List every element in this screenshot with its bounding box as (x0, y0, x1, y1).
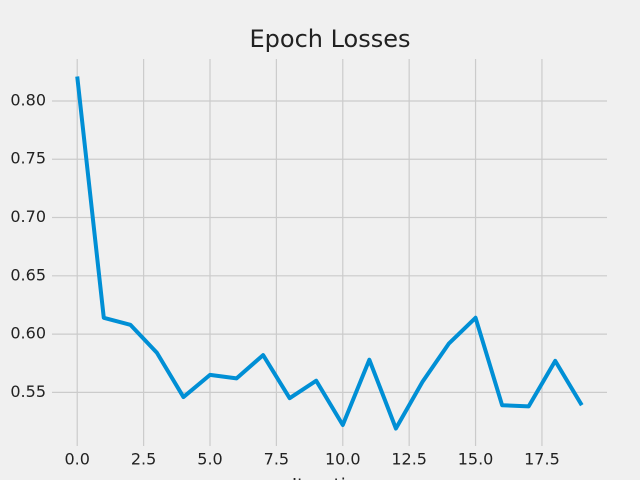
y-tick-label: 0.80 (10, 90, 46, 109)
y-tick-label: 0.70 (10, 207, 46, 226)
x-tick-label: 12.5 (391, 450, 427, 469)
y-tick-label: 0.60 (10, 324, 46, 343)
y-tick-label: 0.55 (10, 382, 46, 401)
y-tick-label: 0.65 (10, 265, 46, 284)
line (75, 76, 584, 431)
x-tick-label: 0.0 (65, 450, 90, 469)
x-tick-label: 2.5 (131, 450, 156, 469)
x-tick-label: 17.5 (524, 450, 560, 469)
y-tick-label: 0.75 (10, 149, 46, 168)
x-axis-label: Iteration (292, 475, 368, 480)
x-tick-label: 7.5 (264, 450, 289, 469)
x-tick-label: 10.0 (325, 450, 361, 469)
x-tick-label: 5.0 (197, 450, 222, 469)
x-tick-label: 15.0 (458, 450, 494, 469)
chart-title: Epoch Losses (249, 25, 410, 53)
